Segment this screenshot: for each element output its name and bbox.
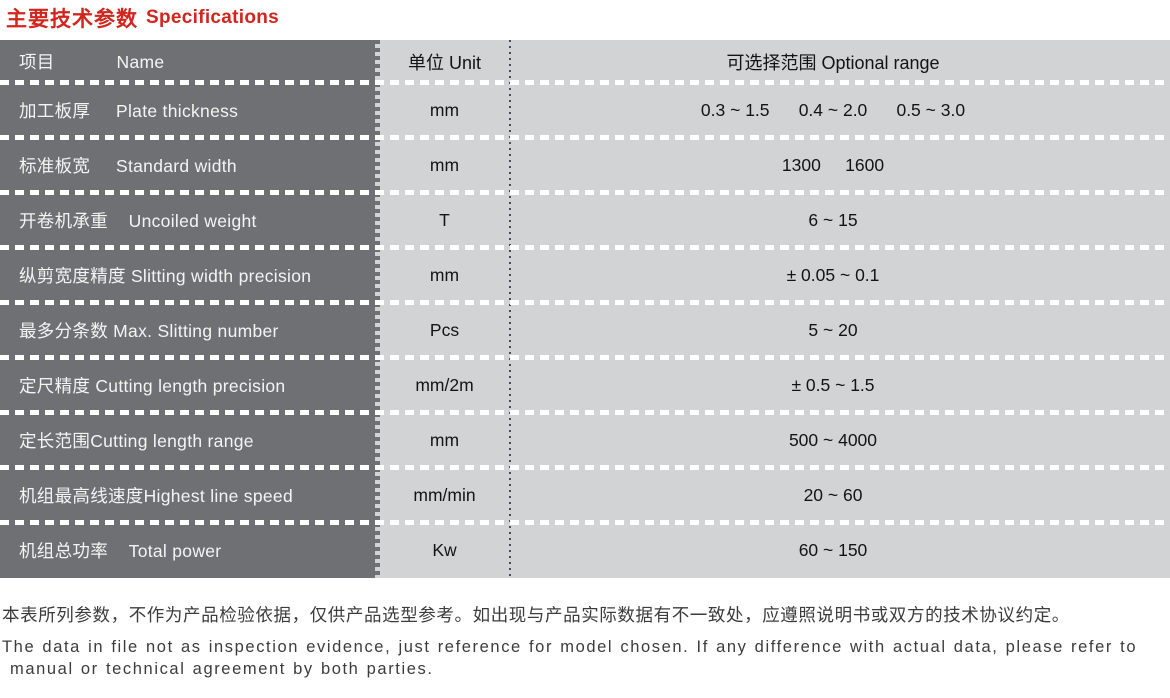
row-range-cell: 500 ~ 4000: [510, 413, 1170, 468]
table-row-cutting-length-precision: 定尺精度 Cutting length precision mm/2m ± 0.…: [0, 355, 1170, 413]
row-range-cell: ± 0.5 ~ 1.5: [510, 358, 1170, 413]
row-range-cell: 6 ~ 15: [510, 193, 1170, 248]
table-row-plate-thickness: 加工板厚 Plate thickness mm 0.3 ~ 1.5 0.4 ~ …: [0, 80, 1170, 138]
row-name-cell: 开卷机承重 Uncoiled weight: [0, 193, 380, 248]
table-row-slitting-width-precision: 纵剪宽度精度 Slitting width precision mm ± 0.0…: [0, 245, 1170, 303]
disclaimer-english-line2: manual or technical agreement by both pa…: [10, 660, 434, 678]
table-row-standard-width: 标准板宽 Standard width mm 1300 1600: [0, 135, 1170, 193]
table-row-cutting-length-range: 定长范围Cutting length range mm 500 ~ 4000: [0, 410, 1170, 468]
table-row-uncoiled-weight: 开卷机承重 Uncoiled weight T 6 ~ 15: [0, 190, 1170, 248]
disclaimer-english-line1: The data in file not as inspection evide…: [2, 638, 1138, 656]
header-name-cell: 项目 Name: [0, 40, 380, 83]
row-unit-cell: mm/min: [375, 468, 510, 523]
row-unit-cell: T: [375, 193, 510, 248]
row-range-cell: 5 ~ 20: [510, 303, 1170, 358]
row-range-cell: 20 ~ 60: [510, 468, 1170, 523]
row-name-cell: 机组总功率 Total power: [0, 523, 380, 578]
row-name-cell: 纵剪宽度精度 Slitting width precision: [0, 248, 380, 303]
table-row-total-power: 机组总功率 Total power Kw 60 ~ 150: [0, 520, 1170, 578]
row-unit-cell: mm: [375, 138, 510, 193]
row-range-cell: ± 0.05 ~ 0.1: [510, 248, 1170, 303]
header-unit-cell: 单位 Unit: [375, 40, 510, 83]
row-range-cell: 0.3 ~ 1.5 0.4 ~ 2.0 0.5 ~ 3.0: [510, 83, 1170, 138]
row-unit-cell: Kw: [375, 523, 510, 578]
row-name-cell: 机组最高线速度Highest line speed: [0, 468, 380, 523]
row-name-cell: 标准板宽 Standard width: [0, 138, 380, 193]
row-unit-cell: mm/2m: [375, 358, 510, 413]
page-title: 主要技术参数 Specifications: [6, 4, 1170, 32]
row-unit-cell: mm: [375, 413, 510, 468]
row-unit-cell: mm: [375, 83, 510, 138]
header-range-cell: 可选择范围 Optional range: [510, 40, 1170, 83]
row-name-cell: 最多分条数 Max. Slitting number: [0, 303, 380, 358]
row-range-cell: 1300 1600: [510, 138, 1170, 193]
table-row-max-slitting-number: 最多分条数 Max. Slitting number Pcs 5 ~ 20: [0, 300, 1170, 358]
page-title-en: Specifications: [146, 7, 280, 28]
disclaimer-chinese: 本表所列参数，不作为产品检验依据，仅供产品选型参考。如出现与产品实际数据有不一致…: [2, 605, 1070, 625]
row-name-cell: 定尺精度 Cutting length precision: [0, 358, 380, 413]
catalog-page: 主要技术参数 Specifications 项目 Name 单位 Unit 可选…: [0, 4, 1170, 698]
row-unit-cell: Pcs: [375, 303, 510, 358]
row-name-cell: 定长范围Cutting length range: [0, 413, 380, 468]
table-header-row: 项目 Name 单位 Unit 可选择范围 Optional range: [0, 40, 1170, 83]
disclaimer-english: The data in file not as inspection evide…: [2, 636, 1168, 680]
row-name-cell: 加工板厚 Plate thickness: [0, 83, 380, 138]
table-row-highest-line-speed: 机组最高线速度Highest line speed mm/min 20 ~ 60: [0, 465, 1170, 523]
page-title-cn: 主要技术参数: [6, 8, 138, 31]
specifications-table: 项目 Name 单位 Unit 可选择范围 Optional range 加工板…: [0, 40, 1170, 578]
row-range-cell: 60 ~ 150: [510, 523, 1170, 578]
row-unit-cell: mm: [375, 248, 510, 303]
